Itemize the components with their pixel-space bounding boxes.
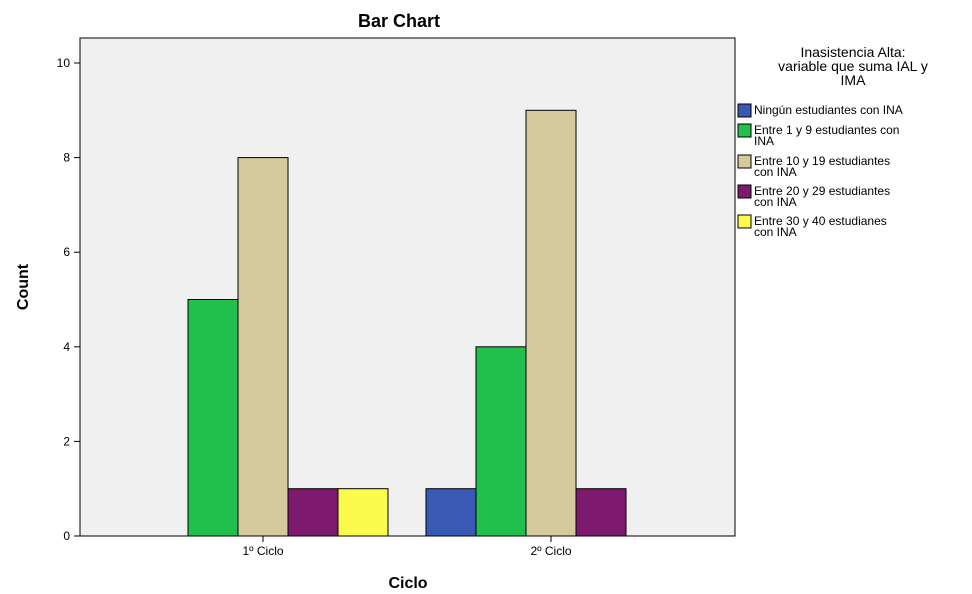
y-tick-label: 2 xyxy=(63,434,70,448)
bar xyxy=(338,489,388,536)
y-tick-label: 8 xyxy=(63,151,70,165)
plot-area xyxy=(80,38,735,536)
legend-swatch xyxy=(738,185,751,198)
x-axis: 1º Ciclo 2º Ciclo xyxy=(242,536,571,558)
legend-swatch xyxy=(738,155,751,168)
y-tick-label: 6 xyxy=(63,245,70,259)
y-axis: 0 2 4 6 8 10 xyxy=(57,56,80,543)
y-tick-label: 10 xyxy=(57,56,71,70)
bar xyxy=(576,489,626,536)
legend-label: Ningún estudiantes con INA xyxy=(754,103,903,117)
legend-label: Entre 1 y 9 estudiantes con xyxy=(754,123,899,137)
legend: Inasistencia Alta:variable que suma IAL … xyxy=(738,44,928,239)
bar xyxy=(238,158,288,536)
legend-label: INA xyxy=(754,134,774,148)
x-tick-label: 1º Ciclo xyxy=(242,544,283,558)
y-tick-label: 0 xyxy=(63,529,70,543)
legend-label: con INA xyxy=(754,225,797,239)
legend-swatch xyxy=(738,215,751,228)
bar xyxy=(526,110,576,536)
legend-swatch xyxy=(738,104,751,117)
legend-label: con INA xyxy=(754,195,797,209)
y-tick-label: 4 xyxy=(63,340,70,354)
chart-title: Bar Chart xyxy=(358,11,440,31)
y-axis-title: Count xyxy=(15,263,32,310)
bar xyxy=(476,347,526,536)
legend-title: IMA xyxy=(841,72,867,88)
bar xyxy=(188,300,238,537)
legend-label: con INA xyxy=(754,165,797,179)
legend-swatch xyxy=(738,124,751,137)
x-tick-label: 2º Ciclo xyxy=(530,544,571,558)
bar xyxy=(426,489,476,536)
x-axis-title: Ciclo xyxy=(388,575,427,592)
bar xyxy=(288,489,338,536)
